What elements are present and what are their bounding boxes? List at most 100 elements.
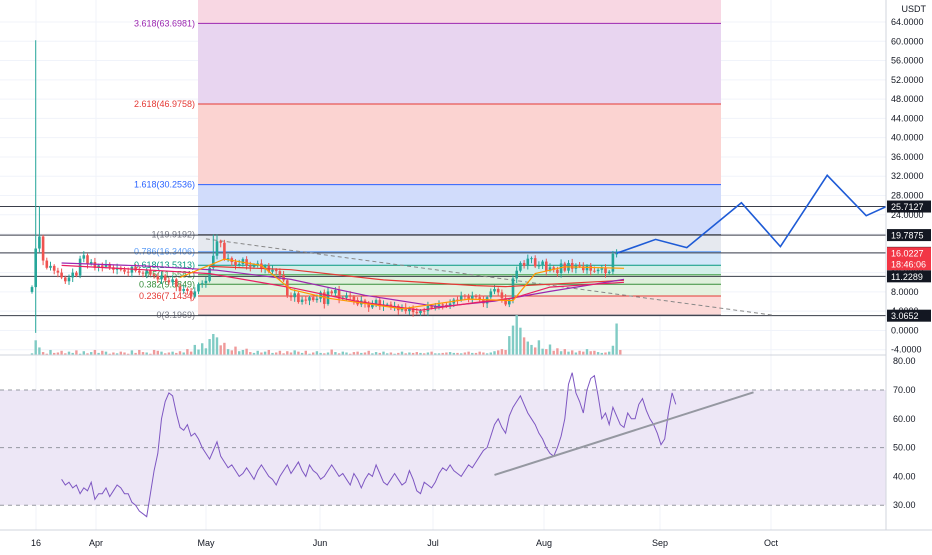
fib-level-label: 0(3.1969): [156, 310, 195, 320]
candle-body: [345, 295, 348, 298]
candle-body: [82, 255, 86, 259]
fib-level-label: 1(19.9192): [151, 229, 195, 239]
price-tag: [887, 258, 931, 271]
volume-bar: [356, 351, 359, 355]
candle-body: [600, 268, 604, 270]
volume-bar: [189, 351, 193, 355]
volume-bar: [534, 347, 537, 355]
volume-bar: [482, 352, 485, 355]
candle-body: [278, 271, 282, 276]
candle-body: [149, 270, 152, 275]
volume-bar: [134, 352, 137, 355]
volume-bar: [86, 353, 89, 355]
candle-body: [141, 272, 145, 274]
candle-body: [208, 267, 211, 281]
candle-body: [126, 271, 130, 273]
volume-bar: [589, 351, 592, 355]
volume-bar: [426, 352, 430, 355]
volume-bar: [312, 352, 315, 355]
candle-body: [611, 253, 615, 272]
volume-bar: [167, 352, 171, 355]
volume-bar: [382, 351, 385, 355]
volume-bar: [204, 348, 208, 355]
volume-bar: [393, 353, 396, 355]
candle-body: [504, 298, 507, 305]
candle-body: [237, 263, 241, 265]
candle-body: [160, 275, 163, 280]
candle-body: [241, 259, 245, 264]
fib-zone: [198, 274, 721, 285]
volume-bar: [197, 349, 200, 355]
volume-bar: [608, 351, 611, 355]
candle-body: [130, 266, 134, 273]
volume-bar: [212, 334, 215, 355]
volume-bar: [326, 352, 330, 355]
candle-body: [337, 289, 341, 299]
volume-bar: [367, 350, 370, 355]
volume-bar: [423, 353, 426, 355]
candle-body: [374, 300, 378, 305]
candle-body: [404, 307, 407, 312]
time-tick-label: 16: [31, 538, 41, 548]
volume-bar: [115, 353, 119, 355]
volume-bar: [600, 352, 603, 355]
price-tag: [887, 229, 931, 242]
volume-bar: [497, 350, 500, 355]
candle-body: [171, 279, 174, 283]
candle-body: [319, 292, 322, 299]
candle-body: [282, 275, 285, 281]
volume-bar: [585, 349, 589, 355]
candle-body: [570, 262, 574, 269]
price-tick-label: 60.0000: [891, 36, 924, 46]
candle-body: [545, 261, 548, 271]
volume-bar: [256, 350, 259, 355]
volume-bar: [182, 352, 185, 355]
rsi-tick-label: 60.00: [893, 414, 916, 424]
time-tick-label: May: [197, 538, 215, 548]
candle-body: [64, 277, 67, 282]
candle-body: [530, 258, 533, 260]
volume-bar: [452, 352, 455, 355]
volume-bar: [164, 353, 167, 355]
horizontal-lines: [0, 206, 886, 317]
volume-bar: [515, 315, 518, 355]
volume-bar: [152, 349, 156, 355]
volume-bar: [234, 346, 237, 355]
candle-body: [615, 253, 618, 255]
candle-body: [607, 271, 611, 274]
price-axis: USDT 64.0000 60.0000 56.0000 52.0000 48.0000 4…: [885, 0, 932, 550]
moving-average-line: [61, 262, 625, 308]
candle-body: [385, 304, 389, 306]
volume-bar: [123, 352, 126, 355]
candle-body: [182, 289, 185, 291]
fib-level-label: 1.618(30.2536): [134, 180, 195, 190]
candle-body: [215, 241, 219, 256]
volume-bar: [252, 352, 256, 355]
candle-body: [89, 262, 93, 264]
volume-bar: [519, 327, 522, 355]
candle-body: [249, 265, 252, 267]
volume-bar: [378, 352, 381, 355]
volume-bar: [559, 351, 563, 355]
fib-level-label: 0.5(11.5581): [145, 270, 195, 280]
moving-average-line: [209, 265, 625, 288]
volume-bar: [49, 349, 52, 355]
candle-body: [263, 265, 267, 269]
candle-body: [348, 295, 352, 297]
volume-bar: [149, 353, 152, 355]
volume-bar: [552, 350, 555, 355]
candle-body: [300, 299, 304, 303]
volume-bar: [441, 352, 444, 355]
candle-body: [56, 270, 60, 273]
candle-body: [193, 291, 197, 297]
time-tick-label: Apr: [89, 538, 103, 548]
candle-body: [86, 255, 89, 264]
volume-bar: [556, 348, 559, 355]
time-tick-label: Oct: [764, 538, 779, 548]
volume-bar: [71, 352, 74, 355]
price-tick-label: 64.0000: [891, 17, 924, 27]
candle-body: [38, 236, 41, 249]
candle-body: [508, 299, 511, 305]
candle-body: [304, 299, 308, 301]
